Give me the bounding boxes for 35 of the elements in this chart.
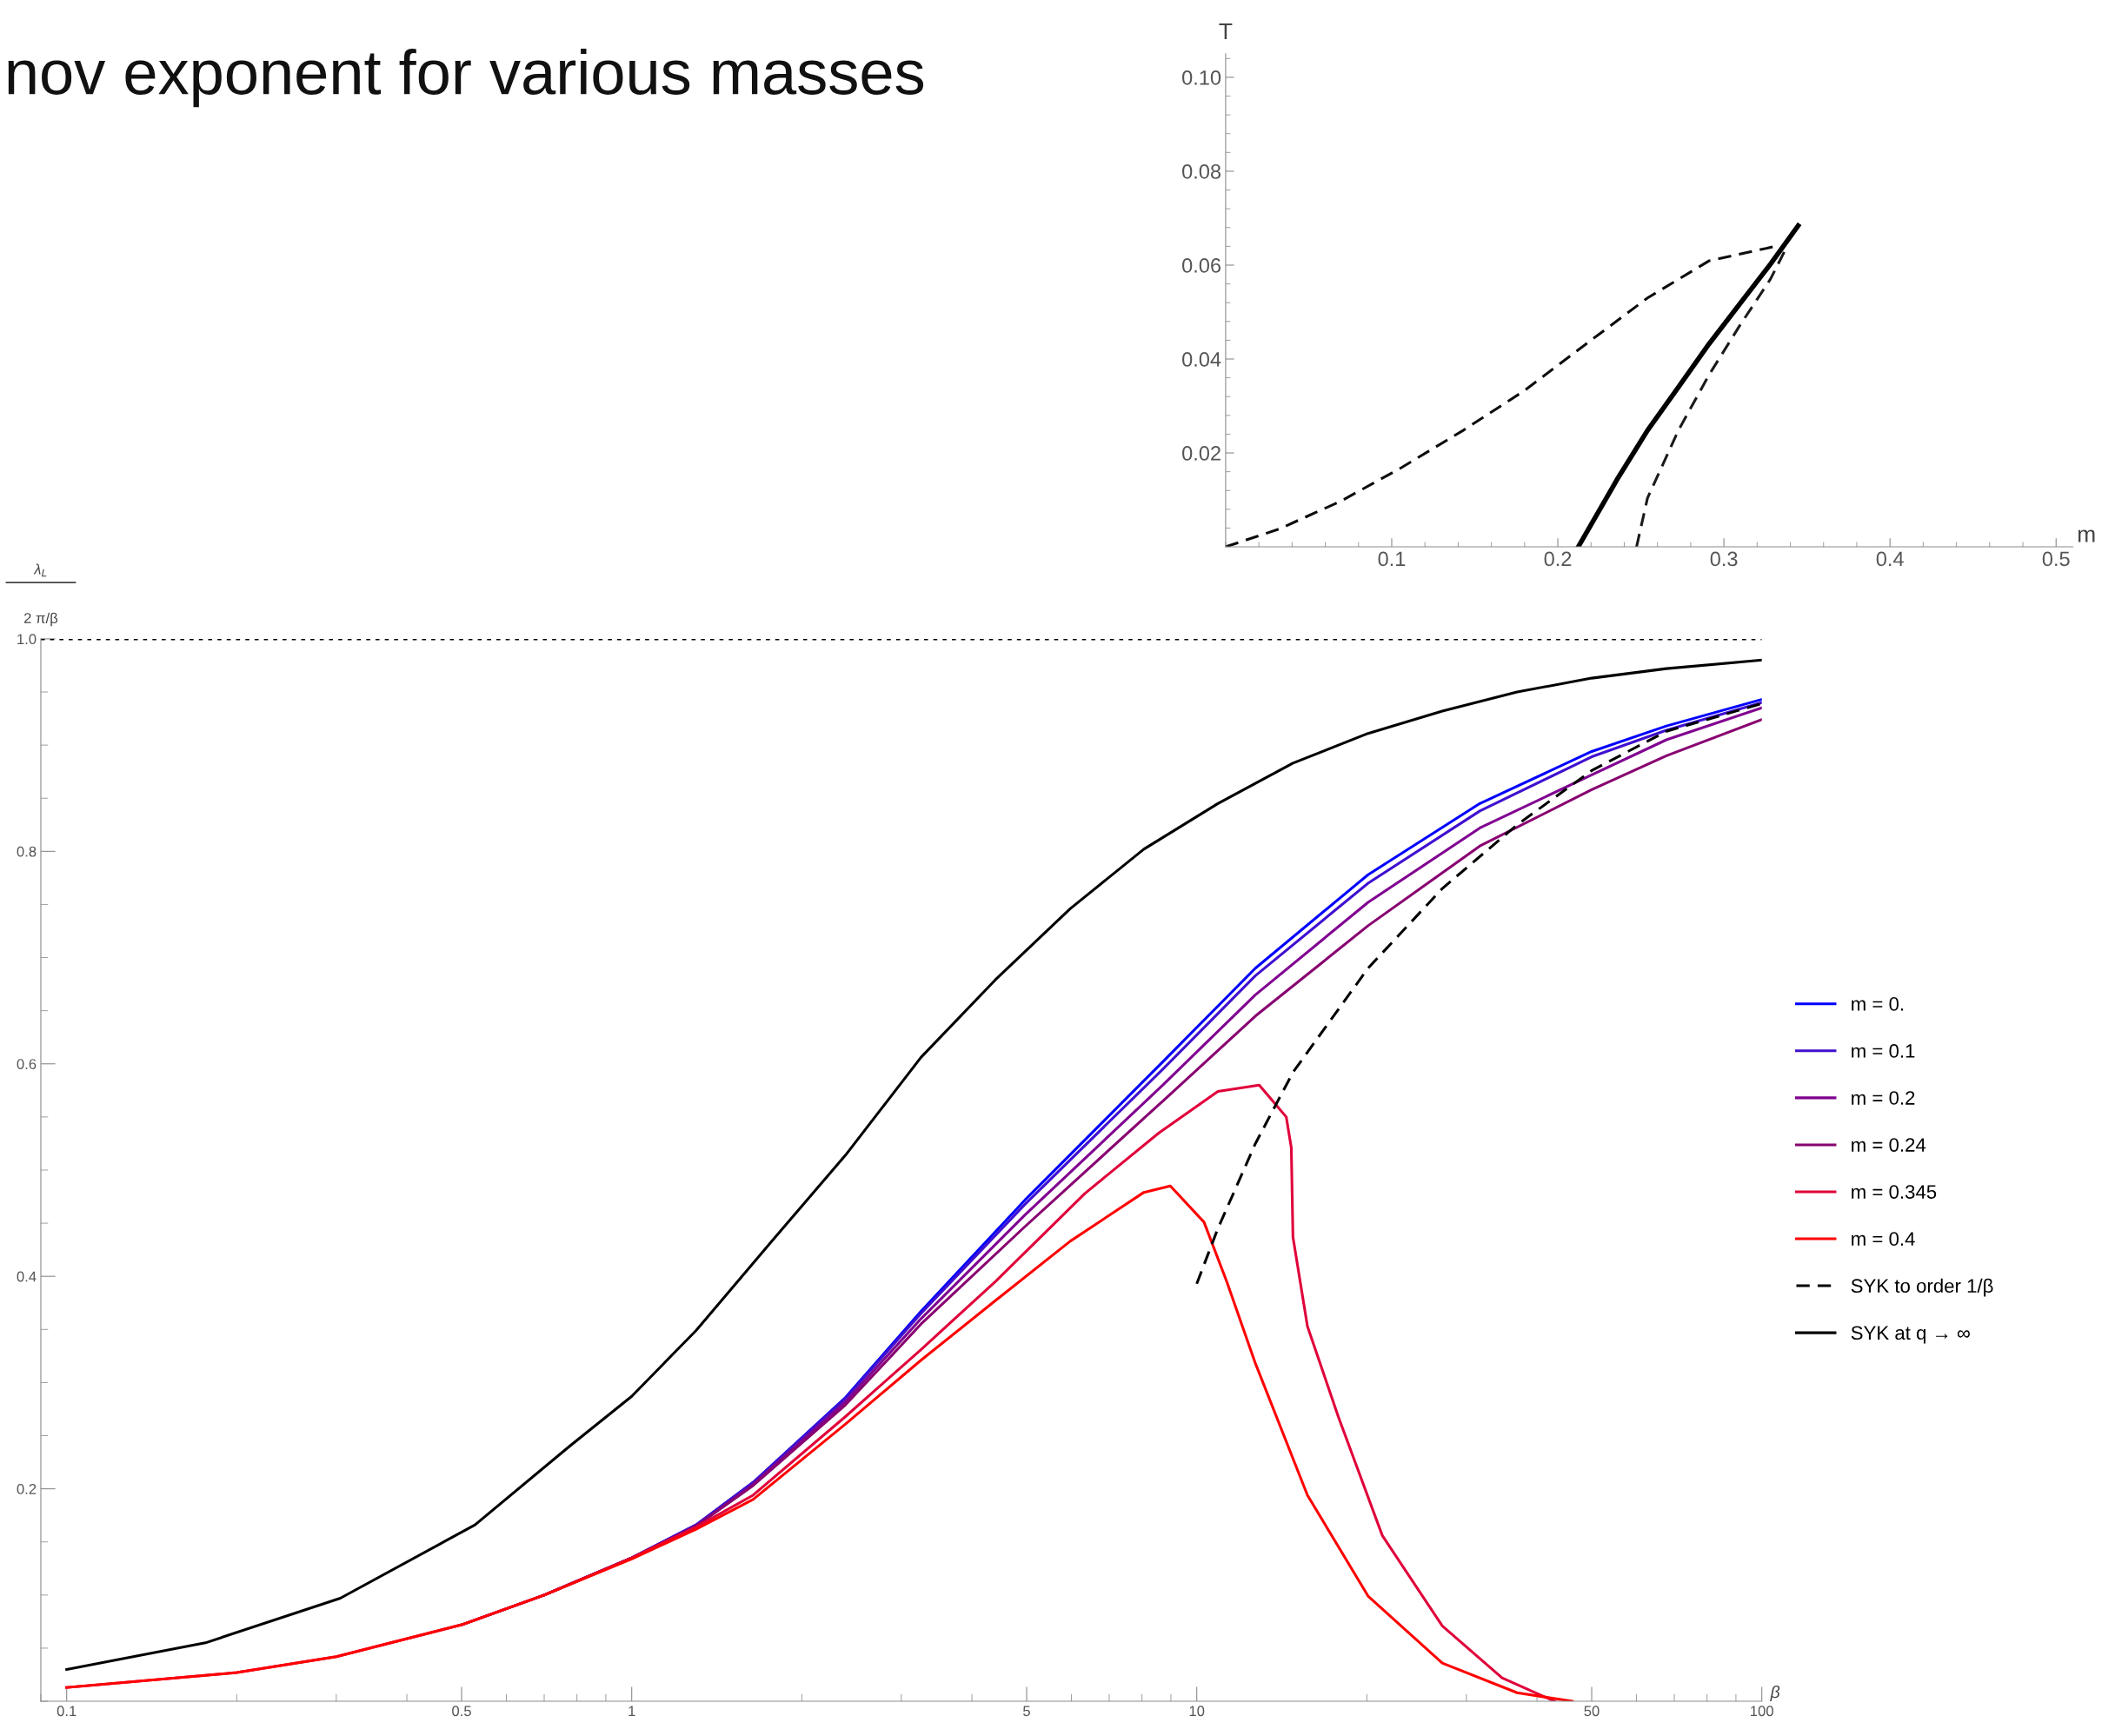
legend-label: m = 0.1 [1852, 1044, 1915, 1058]
y-tick-label: 0.6 [17, 1059, 37, 1069]
chart-title: nov exponent for various masses [8, 48, 924, 108]
legend-label: m = 0.2 [1852, 1091, 1915, 1105]
y-tick-label: 0.02 [1182, 446, 1220, 461]
y-tick-label: 0.06 [1182, 258, 1221, 273]
y-tick-label: 1.0 [17, 634, 37, 645]
x-tick-label: 0.5 [2042, 551, 2070, 567]
x-tick-label: 0.1 [57, 1706, 76, 1717]
x-tick-label: 0.1 [1378, 551, 1406, 567]
legend-label: m = 0.4 [1852, 1232, 1915, 1247]
y-tick-label: 0.10 [1182, 70, 1221, 85]
y-tick-label: 0.08 [1182, 164, 1221, 179]
x-tick-label: 5 [1023, 1706, 1030, 1717]
x-tick-label: 1 [629, 1706, 635, 1716]
legend-label: m = 0. [1852, 997, 1904, 1011]
x-tick-label: 0.3 [1710, 551, 1738, 567]
y-tick-label: 0.04 [1182, 352, 1221, 367]
x-axis-title: m [2078, 529, 2095, 542]
y-axis-title: T [1219, 23, 1233, 40]
text: λ$_{L}$ 2 π/β [23, 563, 58, 627]
x-tick-label: 100 [1751, 1706, 1773, 1717]
x-tick-label: 0.2 [1544, 551, 1572, 567]
x-tick-label: 0.4 [1876, 551, 1904, 567]
y-tick-label: 0.4 [17, 1271, 37, 1282]
legend-label: m = 0.345 [1852, 1185, 1937, 1199]
x-axis-title: β [1770, 1685, 1780, 1702]
legend-label: m = 0.24 [1852, 1138, 1926, 1152]
legend-label: SYK at q → ∞ [1851, 1326, 1970, 1344]
x-tick-label: 10 [1189, 1706, 1205, 1717]
x-tick-label: 50 [1584, 1706, 1600, 1717]
x-tick-label: 0.5 [452, 1706, 471, 1717]
y-tick-label: 0.8 [17, 846, 37, 857]
y-tick-label: 0.2 [17, 1484, 37, 1494]
legend-label: SYK to order 1/β [1851, 1278, 1993, 1297]
